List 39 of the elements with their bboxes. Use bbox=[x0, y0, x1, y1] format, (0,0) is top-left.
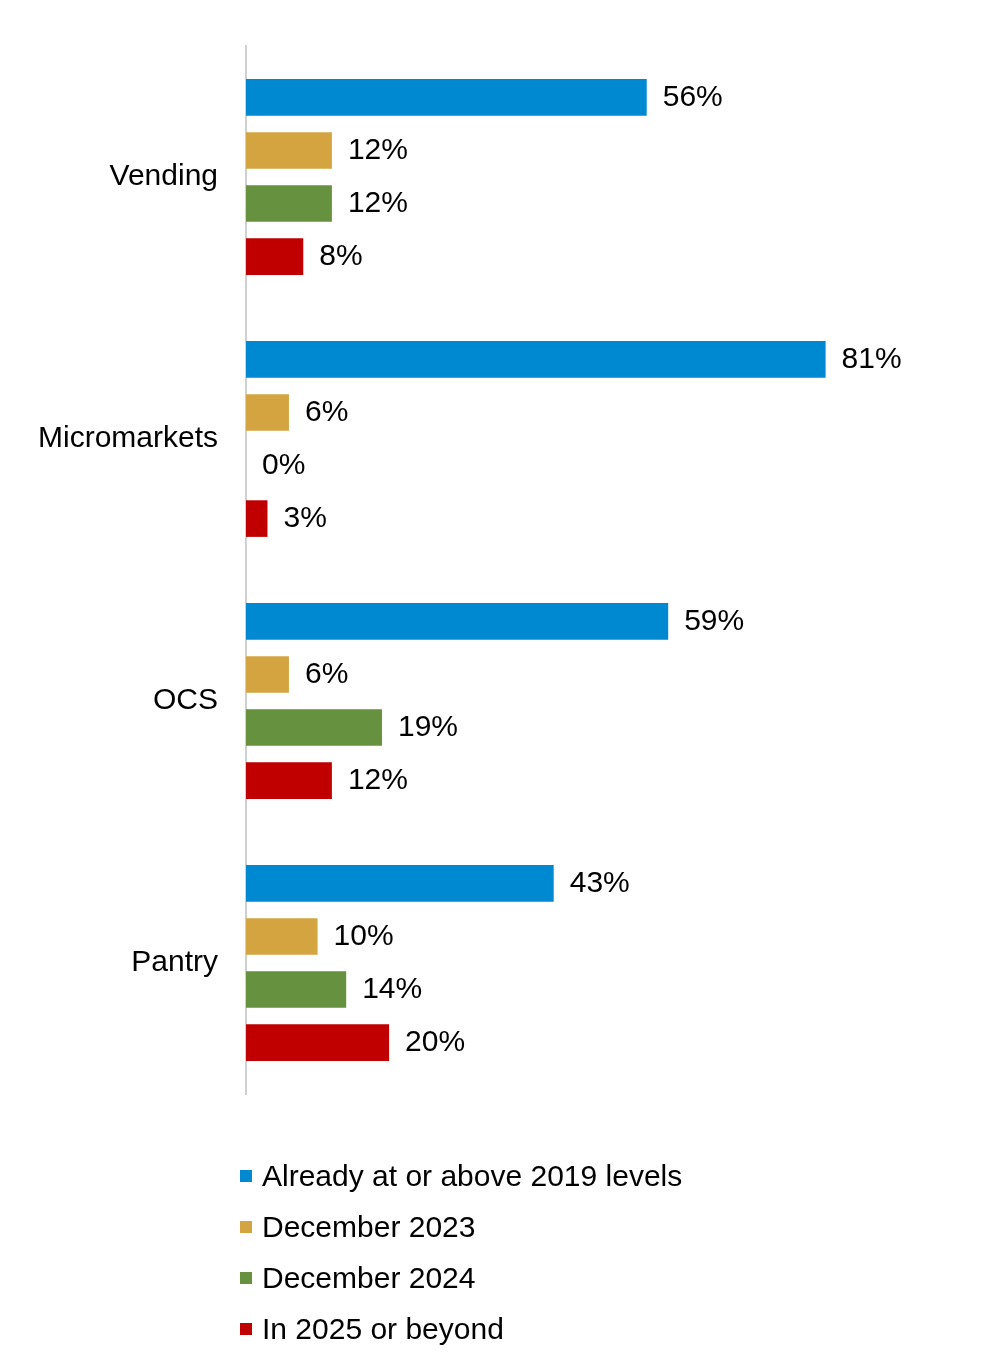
data-label: 14% bbox=[362, 970, 423, 1004]
legend-label: December 2023 bbox=[262, 1209, 476, 1244]
bar bbox=[246, 762, 332, 799]
data-label: 0% bbox=[262, 446, 306, 480]
data-label: 12% bbox=[347, 761, 408, 795]
y-tick-label: OCS bbox=[153, 682, 219, 716]
bar bbox=[246, 341, 826, 378]
legend-label: In 2025 or beyond bbox=[262, 1311, 504, 1346]
bar bbox=[246, 132, 332, 169]
data-label: 6% bbox=[304, 393, 349, 427]
y-tick-label: Pantry bbox=[131, 944, 219, 978]
data-label: 20% bbox=[405, 1023, 466, 1057]
data-label: 19% bbox=[397, 708, 459, 742]
data-label: 10% bbox=[333, 917, 394, 951]
bar bbox=[246, 394, 289, 431]
y-tick-label: Micromarkets bbox=[38, 420, 219, 454]
bar bbox=[246, 79, 647, 116]
data-label: 81% bbox=[841, 340, 902, 374]
legend-label: December 2024 bbox=[262, 1260, 476, 1295]
data-label: 3% bbox=[283, 499, 327, 533]
bar bbox=[246, 709, 382, 746]
bar bbox=[246, 656, 289, 693]
legend-label: Already at or above 2019 levels bbox=[262, 1158, 683, 1193]
y-tick-label: Vending bbox=[109, 158, 219, 192]
bar bbox=[246, 865, 554, 902]
data-label: 6% bbox=[304, 655, 349, 689]
bar bbox=[246, 500, 268, 537]
bar bbox=[246, 185, 332, 222]
bar bbox=[246, 971, 347, 1008]
bar bbox=[246, 238, 304, 275]
bar bbox=[246, 1024, 390, 1061]
data-label: 59% bbox=[684, 602, 745, 636]
data-label: 12% bbox=[347, 131, 408, 165]
data-label: 8% bbox=[319, 237, 363, 271]
data-label: 12% bbox=[347, 184, 408, 218]
data-label: 43% bbox=[569, 864, 630, 898]
bar bbox=[246, 603, 669, 640]
bar bbox=[246, 918, 318, 955]
data-label: 56% bbox=[662, 78, 723, 112]
